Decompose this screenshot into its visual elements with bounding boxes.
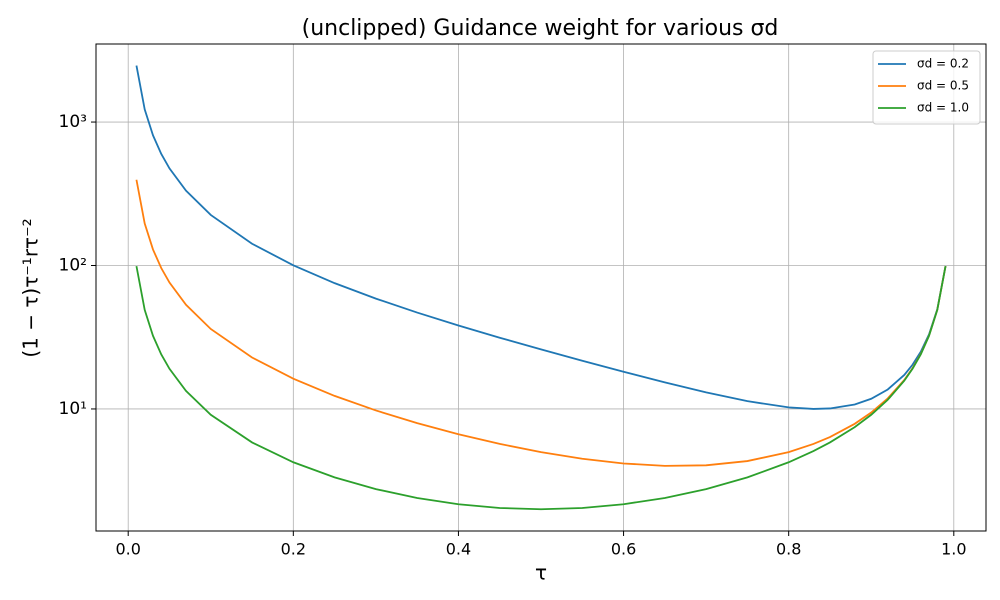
legend-label: σd = 0.5 — [917, 79, 969, 93]
line-series — [135, 65, 947, 410]
x-tick-label: 0.0 — [115, 540, 140, 559]
y-tick-label: 10² — [59, 256, 87, 276]
y-tick-label: 10³ — [59, 112, 87, 132]
x-axis-label: τ — [535, 561, 547, 585]
x-tick-label: 0.8 — [776, 540, 801, 559]
x-tick-label: 0.6 — [611, 540, 636, 559]
y-tick-label: 10¹ — [59, 399, 87, 419]
line-series — [135, 179, 947, 467]
line-series — [135, 265, 947, 511]
plot-frame — [95, 43, 987, 532]
x-tick-label: 0.2 — [281, 540, 306, 559]
y-axis-label: (1 − τ)τ⁻¹rτ⁻² — [19, 218, 43, 357]
legend-label: σd = 1.0 — [917, 101, 969, 115]
x-tick-label: 1.0 — [941, 540, 966, 559]
chart-title: (unclipped) Guidance weight for various … — [302, 16, 779, 41]
x-tick-label: 0.4 — [446, 540, 471, 559]
legend-box — [872, 50, 981, 125]
legend-label: σd = 0.2 — [917, 57, 969, 71]
